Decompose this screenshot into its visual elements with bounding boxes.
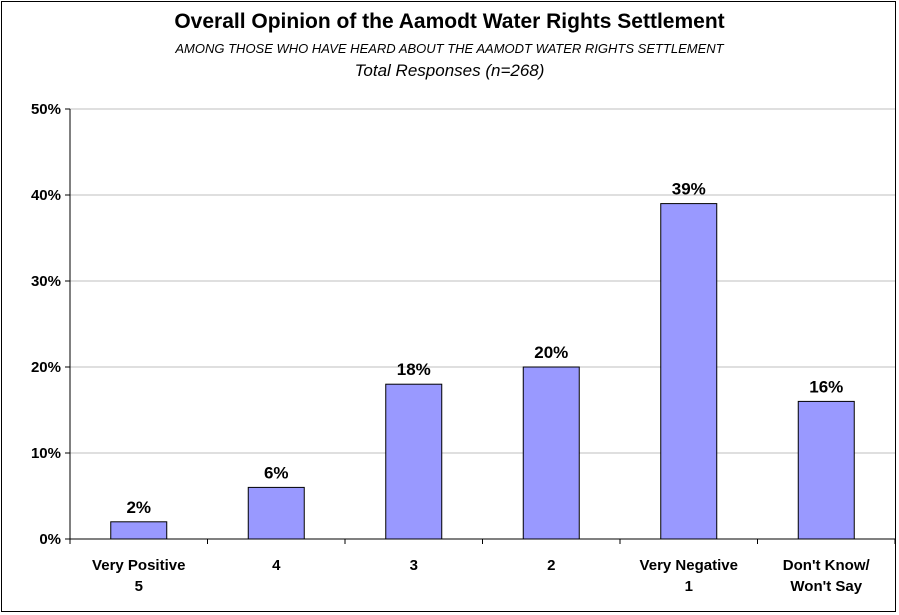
y-tick-label: 50%: [31, 101, 61, 118]
bar: [797, 400, 855, 540]
bar: [247, 486, 305, 540]
data-label: 18%: [397, 360, 431, 379]
x-tick-label: 2: [547, 557, 555, 574]
chart-title: Overall Opinion of the Aamodt Water Righ…: [174, 10, 725, 33]
bar: [660, 203, 718, 540]
data-label: 20%: [534, 343, 568, 362]
x-tick-label: Very Positive 5: [92, 557, 185, 595]
x-tick-label: Very Negative 1: [640, 557, 738, 595]
bar: [385, 383, 443, 540]
y-tick-label: 30%: [31, 273, 61, 290]
y-tick-label: 40%: [31, 187, 61, 204]
x-tick-label: 3: [410, 557, 418, 574]
data-label: 2%: [126, 498, 151, 517]
x-tick-label: Don't Know/Won't Say: [783, 557, 871, 595]
chart-subtitle: AMONG THOSE WHO HAVE HEARD ABOUT THE AAM…: [175, 41, 724, 56]
data-label: 6%: [264, 463, 289, 482]
bar: [110, 521, 168, 540]
data-label: 16%: [809, 377, 843, 396]
data-label: 39%: [672, 180, 706, 199]
y-tick-label: 20%: [31, 359, 61, 376]
bar: [522, 366, 580, 540]
chart-subtitle-responses: Total Responses (n=268): [354, 61, 545, 80]
y-tick-label: 10%: [31, 445, 61, 462]
x-tick-label: 4: [272, 557, 281, 574]
y-tick-label: 0%: [39, 531, 61, 548]
